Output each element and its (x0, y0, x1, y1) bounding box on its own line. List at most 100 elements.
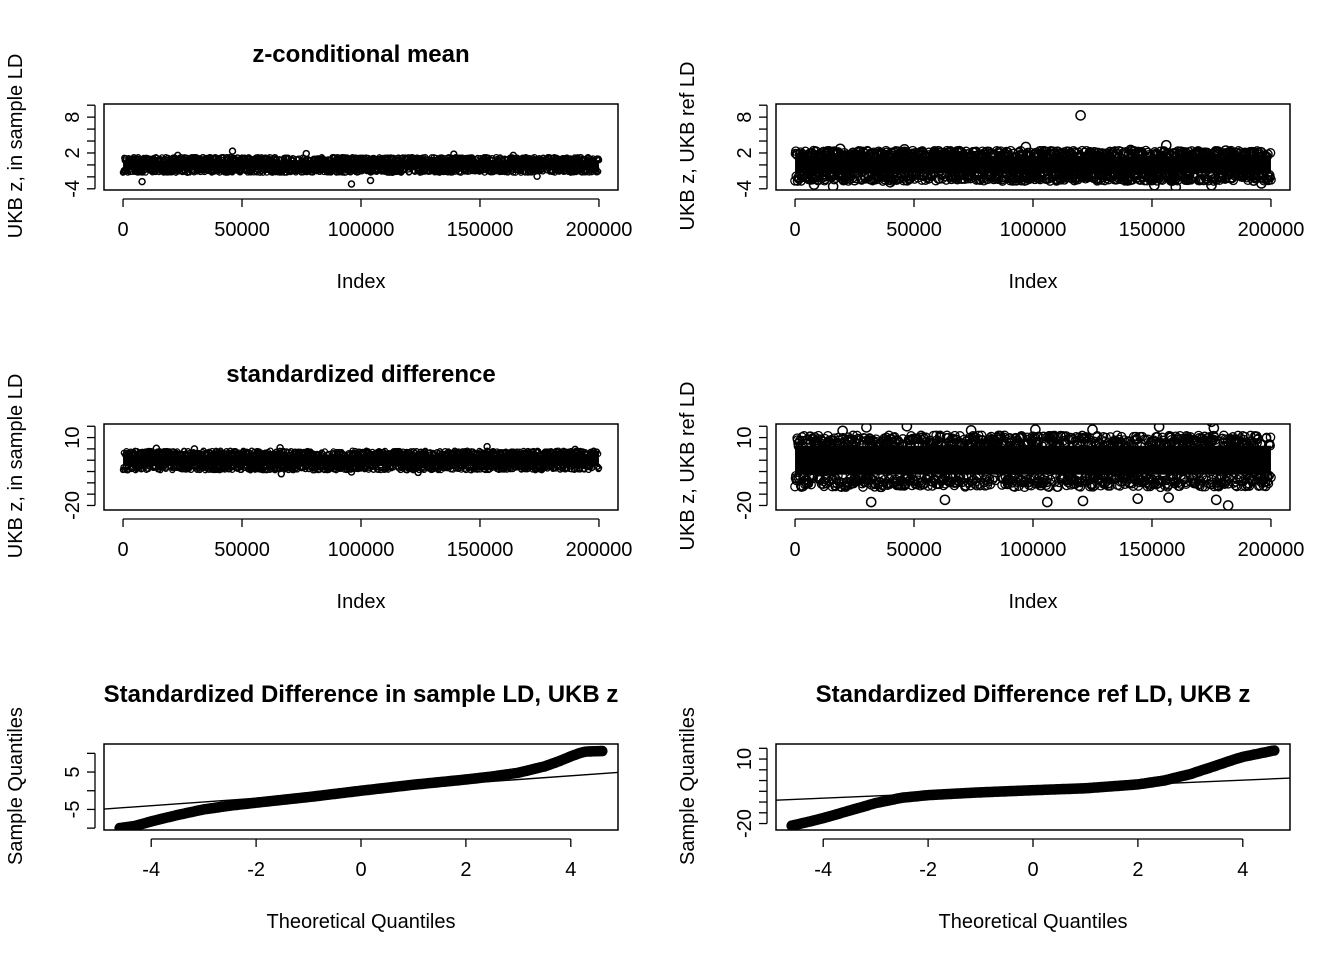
plot-marks (104, 745, 618, 830)
outlier-point (827, 181, 839, 190)
x-tick-label: -4 (142, 859, 160, 881)
y-axis-label: UKB z, in sample LD (5, 374, 27, 559)
data-point (595, 156, 603, 164)
panel-title: Standardized Difference ref LD, UKB z (816, 681, 1251, 708)
x-tick-label: 50000 (214, 539, 270, 561)
outlier-point (1030, 424, 1041, 436)
y-tick-label: -20 (62, 491, 84, 520)
outlier-point (965, 424, 977, 436)
outlier-point (939, 494, 951, 506)
x-tick-label: 50000 (886, 219, 942, 241)
data-point (595, 464, 603, 472)
x-tick-label: 50000 (886, 539, 942, 561)
data-point (1230, 480, 1241, 491)
outlier-point (1163, 492, 1174, 503)
data-point (1011, 433, 1022, 444)
x-tick-label: 100000 (328, 539, 395, 561)
data-point (1265, 432, 1276, 443)
outlier-point (509, 151, 518, 160)
dense-band (795, 445, 1271, 475)
x-tick-label: -2 (247, 859, 265, 881)
outlier-point (1132, 493, 1144, 505)
outlier-points (837, 424, 1234, 510)
panel-qq-insample: Standardized Difference in sample LD, UK… (5, 681, 619, 933)
y-axis: -428 (62, 104, 96, 198)
data-point (410, 447, 417, 455)
data-point (333, 169, 340, 176)
x-axis: 0 50000 100000 150000 200000 (117, 518, 633, 561)
x-tick-label: 200000 (566, 539, 633, 561)
x-tick-label: 150000 (1119, 219, 1186, 241)
data-point (990, 475, 1001, 486)
outlier-point (1222, 500, 1234, 510)
outlier-point (190, 445, 199, 453)
panel-qq-refld: Standardized Difference ref LD, UKB z Th… (677, 681, 1291, 933)
outlier-point (1077, 495, 1089, 507)
x-tick-label: 150000 (447, 539, 514, 561)
outlier-point (1041, 496, 1053, 508)
data-point (1266, 174, 1276, 185)
y-axis-label: Sample Quantiles (5, 707, 27, 865)
outlier-point (174, 151, 182, 160)
band-points (790, 430, 1276, 493)
x-tick-label: 4 (565, 859, 576, 881)
x-axis-label: Index (337, 591, 386, 613)
plot-marks (119, 147, 603, 188)
data-point (1075, 481, 1086, 492)
x-axis: 0 50000 100000 150000 200000 (789, 198, 1305, 241)
x-tick-label: 150000 (1119, 539, 1186, 561)
data-point (960, 480, 971, 491)
outlier-points (808, 109, 1267, 190)
outlier-point (953, 145, 965, 157)
x-axis: -4 -2 0 2 4 (142, 838, 576, 881)
x-axis-label: Index (1009, 271, 1058, 293)
data-point (914, 432, 925, 443)
outlier-point (414, 468, 422, 477)
y-tick-label: 10 (62, 426, 84, 448)
y-axis-label: Sample Quantiles (677, 707, 699, 865)
data-point (193, 466, 201, 473)
outlier-point (347, 180, 356, 188)
data-point (849, 175, 860, 186)
x-axis: 0 50000 100000 150000 200000 (117, 198, 632, 241)
plot-frame (103, 103, 619, 191)
qq-line (104, 771, 618, 810)
x-tick-label: 200000 (1238, 219, 1305, 241)
outlier-point (1220, 145, 1232, 156)
panel-title: Standardized Difference in sample LD, UK… (104, 681, 619, 708)
data-point (1068, 475, 1079, 486)
panel-title: standardized difference (226, 361, 495, 388)
plot-marks (790, 109, 1276, 190)
outlier-point (1210, 494, 1222, 506)
x-axis-label: Theoretical Quantiles (267, 911, 456, 933)
panel-index-zcond-insample: z-conditional mean Index UKB z, in sampl… (5, 41, 632, 293)
plot-marks (790, 424, 1276, 510)
x-axis-label: Index (337, 271, 386, 293)
x-tick-label: 0 (355, 859, 366, 881)
outlier-point (366, 176, 375, 185)
y-axis-label: UKB z, UKB ref LD (677, 62, 699, 231)
outlier-point (865, 496, 877, 508)
y-tick-label: 8 (62, 112, 84, 123)
outlier-point (302, 149, 311, 158)
plot-frame (103, 423, 619, 511)
data-point (916, 430, 926, 441)
outlier-point (152, 444, 161, 452)
outlier-point (861, 424, 872, 433)
y-tick-label: 2 (62, 147, 84, 158)
plot-frame (775, 423, 1291, 511)
y-tick-label: -4 (734, 180, 756, 198)
x-tick-label: 0 (789, 219, 800, 241)
outlier-point (1020, 141, 1032, 153)
y-tick-label: 10 (734, 426, 756, 448)
x-tick-label: 150000 (447, 219, 514, 241)
x-axis-label: Index (1009, 591, 1058, 613)
outlier-point (899, 144, 910, 155)
x-tick-label: 100000 (1000, 539, 1067, 561)
outlier-point (571, 445, 579, 454)
x-tick-label: 0 (117, 539, 128, 561)
panel-index-stddiff-insample: standardized difference Index UKB z, in … (5, 361, 632, 613)
data-point (1066, 432, 1077, 443)
outlier-point (347, 468, 356, 476)
outlier-point (1206, 424, 1217, 428)
